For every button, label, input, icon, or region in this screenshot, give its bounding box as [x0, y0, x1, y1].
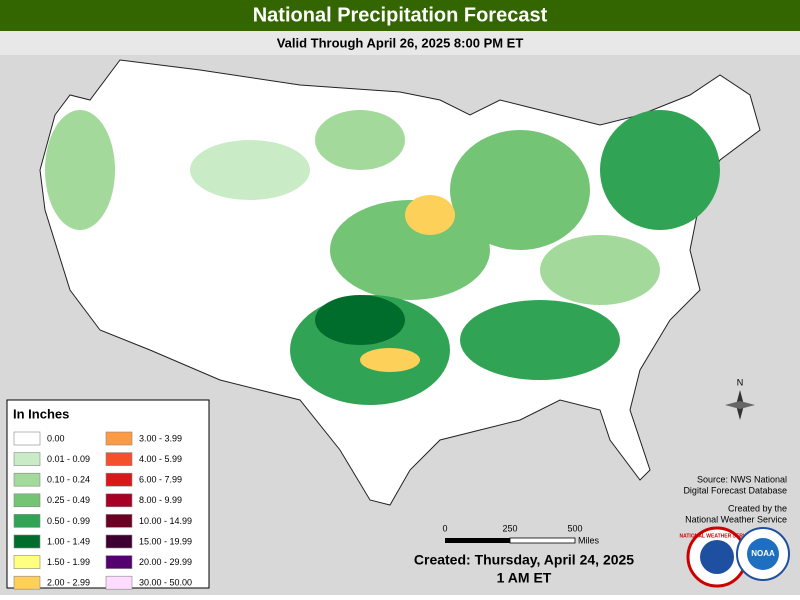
- legend-swatch: [13, 514, 41, 528]
- header-bar: [0, 0, 800, 31]
- legend-swatch: [105, 575, 133, 590]
- legend-label: 1.50 - 1.99: [47, 557, 90, 567]
- legend-swatch: [13, 575, 41, 590]
- source-text: Created by the: [728, 503, 787, 513]
- legend-swatch: [105, 534, 133, 549]
- legend-swatch: [105, 514, 133, 528]
- legend-swatch: [105, 493, 133, 508]
- created-time: 1 AM ET: [497, 570, 552, 586]
- precip-area: [460, 300, 620, 380]
- noaa-logo-text: NOAA: [751, 549, 775, 558]
- legend-swatch: [105, 431, 133, 446]
- legend-label: 0.25 - 0.49: [47, 495, 90, 505]
- legend-swatch: [13, 534, 41, 549]
- source-text: Source: NWS National: [697, 474, 787, 484]
- legend-swatch: [105, 555, 133, 569]
- title: National Precipitation Forecast: [253, 4, 548, 26]
- created-date: Created: Thursday, April 24, 2025: [414, 552, 634, 568]
- legend-label: 10.00 - 14.99: [139, 516, 192, 526]
- us-map: [39, 59, 761, 506]
- legend-label: 30.00 - 50.00: [139, 578, 192, 588]
- precip-area: [190, 140, 310, 200]
- legend-label: 15.00 - 19.99: [139, 536, 192, 546]
- source-text: Digital Forecast Database: [683, 485, 787, 495]
- scale-label: 250: [502, 523, 517, 533]
- compass-label: N: [737, 377, 744, 387]
- legend-label: 2.00 - 2.99: [47, 578, 90, 588]
- legend-swatch: [13, 555, 41, 569]
- scale-segment: [509, 537, 576, 544]
- legend-label: 6.00 - 7.99: [139, 475, 182, 485]
- scale-bar: 0 250 500 Miles: [442, 523, 599, 545]
- logos: NATIONAL WEATHER SERVICE NOAA: [680, 526, 790, 588]
- scale-label: 0: [442, 523, 447, 533]
- legend: In Inches 0.00 0.01 - 0.09 0.10 - 0.24 0.25…: [6, 399, 210, 590]
- legend-label: 4.00 - 5.99: [139, 454, 182, 464]
- nws-logo-text: NATIONAL WEATHER SERVICE: [680, 533, 756, 539]
- precip-area: [600, 110, 720, 230]
- legend-label: 8.00 - 9.99: [139, 495, 182, 505]
- legend-swatch: [13, 431, 41, 446]
- legend-swatch: [13, 493, 41, 508]
- legend-label: 0.10 - 0.24: [47, 475, 90, 485]
- nws-logo-core: [700, 540, 734, 574]
- precip-area: [360, 348, 420, 372]
- legend-label: 0.01 - 0.09: [47, 454, 90, 464]
- source-text: National Weather Service: [685, 514, 787, 524]
- source: Source: NWS National Digital Forecast Da…: [683, 474, 787, 524]
- legend-swatch: [105, 452, 133, 466]
- legend-title: In Inches: [13, 406, 69, 421]
- noaa-logo-core: [747, 538, 779, 570]
- legend-label: 3.00 - 3.99: [139, 433, 182, 443]
- compass-needle: [725, 401, 755, 409]
- precip-area: [315, 295, 405, 345]
- legend-label: 0.50 - 0.99: [47, 516, 90, 526]
- legend-swatch: [13, 452, 41, 466]
- legend-label: 20.00 - 29.99: [139, 557, 192, 567]
- subtitle: Valid Through April 26, 2025 8:00 PM ET: [277, 35, 524, 50]
- scale-unit: Miles: [578, 535, 600, 545]
- precip-area: [315, 110, 405, 170]
- precip-area: [450, 130, 590, 250]
- legend-label: 0.00: [47, 433, 65, 443]
- legend-swatch: [105, 472, 133, 487]
- compass: N: [725, 377, 755, 420]
- subtitle-band: [0, 31, 800, 55]
- precip-area: [540, 235, 660, 305]
- scale-segment: [445, 538, 510, 543]
- precip-area: [405, 195, 455, 235]
- scale-label: 500: [567, 523, 582, 533]
- precip-area: [45, 110, 115, 230]
- legend-label: 1.00 - 1.49: [47, 536, 90, 546]
- legend-swatch: [13, 472, 41, 487]
